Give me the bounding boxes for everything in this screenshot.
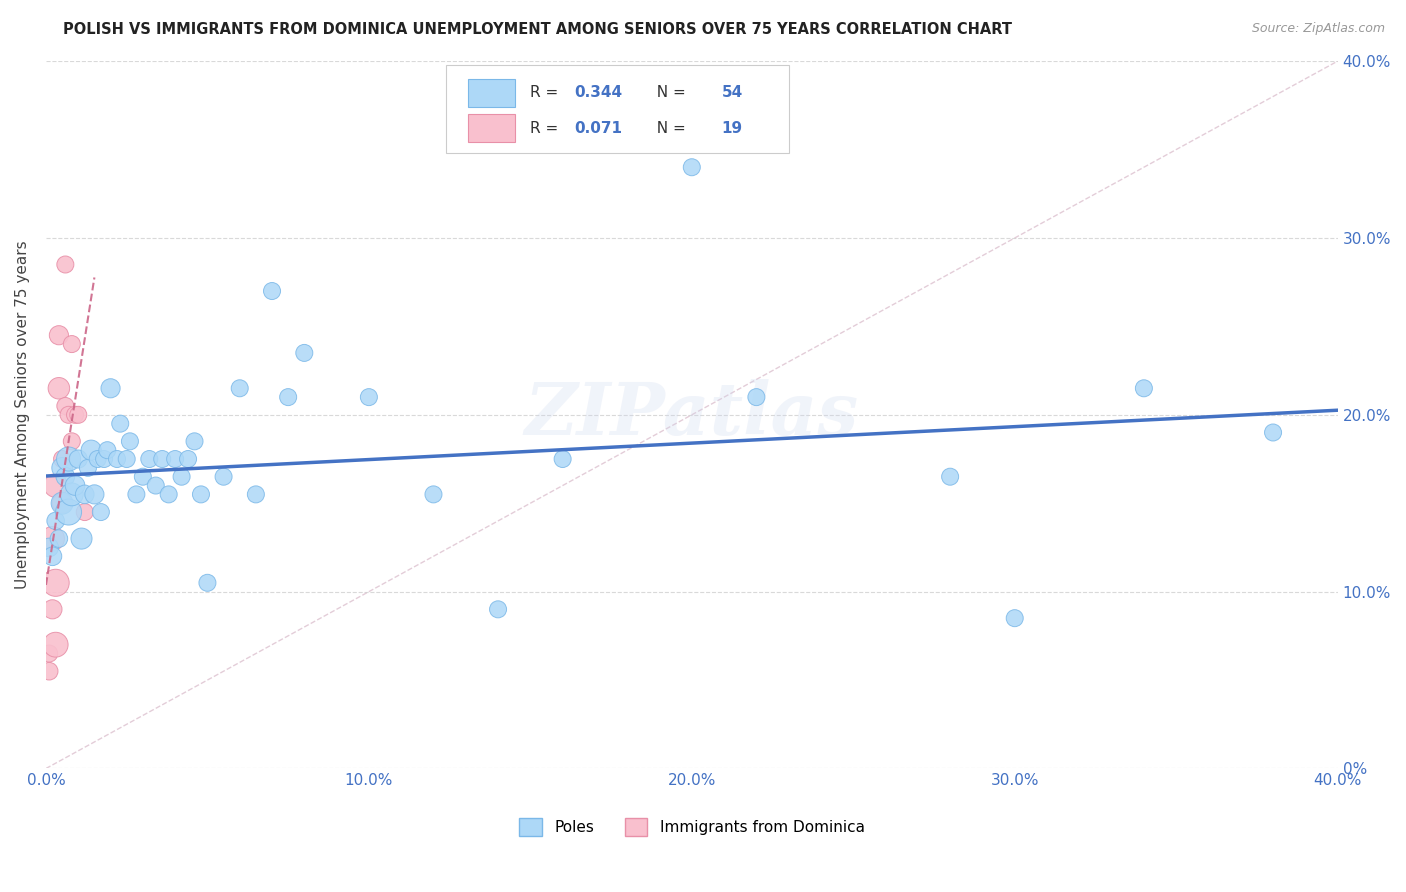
Text: 54: 54 (721, 86, 742, 101)
Point (110, 417, 132, 431)
Point (45, 514, 67, 528)
Point (53, 258, 76, 272)
Point (183, 434, 205, 449)
Legend: Poles, Immigrants from Dominica: Poles, Immigrants from Dominica (513, 812, 870, 842)
Point (41, 549, 63, 564)
Point (45, 575, 67, 590)
Point (177, 452, 200, 467)
Point (357, 390, 380, 404)
Point (745, 390, 768, 404)
Point (51, 452, 73, 467)
Point (51, 461, 73, 475)
Point (422, 487, 444, 501)
Point (132, 469, 155, 483)
Point (38, 647, 60, 661)
Point (48, 328, 70, 343)
FancyBboxPatch shape (468, 114, 515, 143)
Point (212, 469, 235, 483)
Point (96, 443, 118, 458)
Text: ZIPatlas: ZIPatlas (524, 379, 859, 450)
Point (38, 541, 60, 555)
Point (73, 505, 96, 519)
Point (60, 337, 83, 351)
Point (277, 390, 299, 404)
Point (53, 469, 76, 483)
Text: R =: R = (530, 86, 564, 101)
Point (86, 452, 108, 467)
Point (551, 452, 574, 467)
Point (118, 434, 141, 449)
Point (48, 381, 70, 395)
Y-axis label: Unemployment Among Seniors over 75 years: Unemployment Among Seniors over 75 years (15, 241, 30, 589)
Point (51, 496, 73, 510)
FancyBboxPatch shape (468, 78, 515, 107)
Point (165, 452, 187, 467)
Point (83, 487, 105, 501)
Point (1261, 425, 1284, 440)
Point (228, 381, 250, 395)
Text: POLISH VS IMMIGRANTS FROM DOMINICA UNEMPLOYMENT AMONG SENIORS OVER 75 YEARS CORR: POLISH VS IMMIGRANTS FROM DOMINICA UNEMP… (63, 22, 1012, 37)
Point (1004, 611, 1026, 625)
Text: R =: R = (530, 120, 564, 136)
Point (45, 638, 67, 652)
Point (100, 381, 122, 395)
Point (45, 478, 67, 492)
Point (51, 496, 73, 510)
Point (486, 602, 509, 616)
Text: N =: N = (647, 120, 690, 136)
Point (681, 160, 703, 174)
Point (60, 487, 83, 501)
Point (145, 478, 167, 492)
Point (1133, 381, 1156, 395)
Point (73, 487, 96, 501)
Point (58, 505, 80, 519)
Point (60, 434, 83, 449)
Point (67, 452, 90, 467)
Point (53, 399, 76, 413)
Point (260, 284, 283, 298)
Point (63, 408, 86, 422)
Point (292, 346, 315, 360)
Point (157, 487, 180, 501)
Point (125, 487, 148, 501)
Point (197, 575, 219, 590)
Point (245, 487, 267, 501)
Point (115, 452, 138, 467)
Point (41, 532, 63, 546)
Point (58, 452, 80, 467)
Point (93, 452, 115, 467)
Point (63, 478, 86, 492)
Point (105, 452, 128, 467)
Point (939, 469, 962, 483)
Point (41, 602, 63, 616)
Point (90, 505, 112, 519)
Text: N =: N = (647, 86, 690, 101)
Text: 19: 19 (721, 120, 742, 136)
Point (80, 443, 103, 458)
Text: 0.071: 0.071 (574, 120, 623, 136)
Text: 0.344: 0.344 (574, 86, 623, 101)
Point (58, 408, 80, 422)
Point (150, 452, 173, 467)
FancyBboxPatch shape (446, 65, 789, 153)
Point (77, 461, 100, 475)
Point (38, 664, 60, 678)
Point (190, 487, 212, 501)
Point (67, 408, 90, 422)
Text: Source: ZipAtlas.com: Source: ZipAtlas.com (1251, 22, 1385, 36)
Point (170, 469, 193, 483)
Point (138, 452, 160, 467)
Point (70, 532, 93, 546)
Point (48, 532, 70, 546)
